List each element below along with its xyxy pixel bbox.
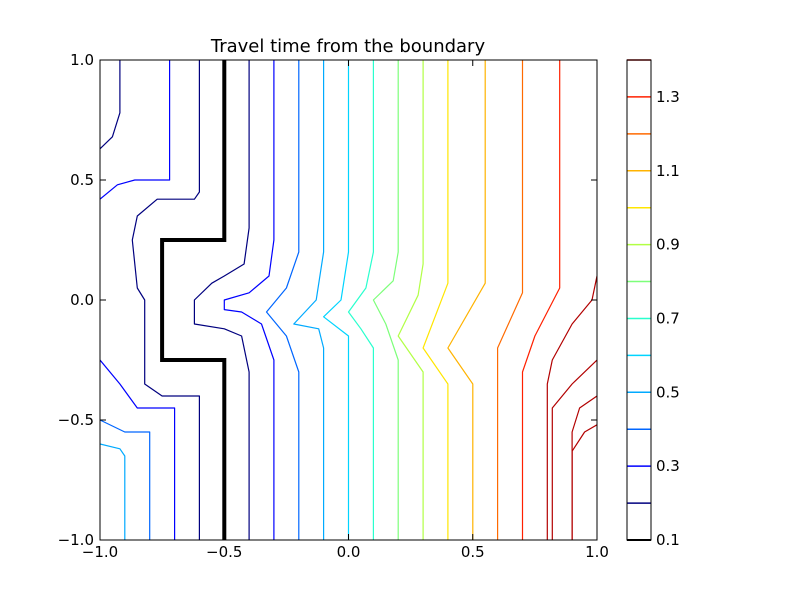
contour-line-13-0 (551, 359, 597, 540)
colorbar-tick-labels: 0.1 0.3 0.5 0.7 0.9 1.1 1.3 (656, 88, 680, 549)
colorbar-tick-label: 1.3 (656, 88, 680, 106)
plot-area: −1.0 −0.5 0.0 0.5 1.0 −1.0 −0.5 0.0 0.5 1.0 (58, 51, 609, 561)
colorbar-tick-label: 1.1 (656, 162, 680, 180)
x-axis-ticks (99, 60, 598, 540)
contour-line-15-0 (571, 424, 597, 540)
contour-line-0-1 (131, 60, 200, 540)
y-tick-label: −0.5 (58, 411, 94, 429)
x-tick-label: −0.5 (206, 543, 242, 561)
x-tick-label: 0.5 (461, 543, 485, 561)
colorbar-tick-label: 0.5 (656, 383, 680, 401)
colorbar-frame (626, 59, 652, 541)
colorbar-tick-label: 0.3 (656, 457, 680, 475)
boundary-line (160, 60, 227, 540)
contour-line-1-2 (100, 359, 176, 540)
contour-line-5-0 (347, 60, 374, 540)
contour-line-11-0 (521, 60, 561, 540)
contour-line-1-1 (223, 60, 275, 540)
colorbar: 0.1 0.3 0.5 0.7 0.9 1.1 1.3 (626, 59, 680, 549)
y-axis-tick-labels: −1.0 −0.5 0.0 0.5 1.0 (58, 51, 94, 549)
contour-line-3-1 (100, 443, 126, 540)
x-axis-tick-labels: −1.0 −0.5 0.0 0.5 1.0 (82, 543, 609, 561)
y-tick-label: 0.0 (70, 291, 94, 309)
colorbar-tick-label: 0.9 (656, 236, 680, 254)
contour-lines (100, 60, 597, 540)
contour-line-2-0 (265, 60, 300, 540)
contour-line-6-0 (372, 60, 399, 540)
y-tick-label: −1.0 (58, 531, 94, 549)
colorbar-tick-label: 0.7 (656, 309, 680, 327)
contour-line-0-2 (193, 60, 250, 540)
contour-line-10-0 (497, 60, 524, 540)
colorbar-tick-label: 0.1 (656, 531, 680, 549)
contour-line-0-0 (100, 60, 121, 150)
x-tick-label: 0.0 (337, 543, 361, 561)
contour-line-12-0 (546, 275, 597, 540)
contour-line-3-0 (293, 60, 325, 540)
y-axis-ticks (100, 59, 597, 541)
contour-line-8-0 (422, 60, 449, 540)
y-tick-label: 1.0 (70, 51, 94, 69)
colorbar-background (627, 60, 651, 540)
contour-line-9-0 (447, 60, 486, 540)
contour-line-4-0 (323, 60, 350, 540)
chart-title: Travel time from the boundary (210, 36, 486, 57)
x-tick-label: 1.0 (585, 543, 609, 561)
contour-line-1-0 (100, 60, 171, 200)
contour-line-2-1 (100, 419, 151, 540)
contour-line-7-0 (397, 60, 424, 540)
y-tick-label: 0.5 (70, 171, 94, 189)
x-tick-label: −1.0 (82, 543, 118, 561)
